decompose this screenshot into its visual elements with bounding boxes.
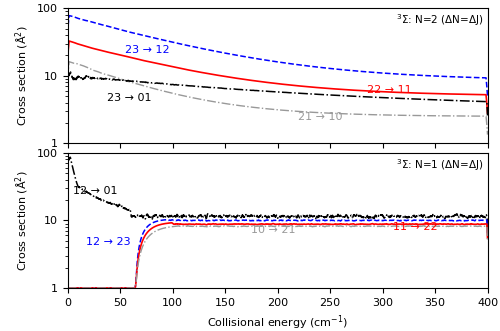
Y-axis label: Cross section (Å$^2$): Cross section (Å$^2$) xyxy=(14,25,31,126)
Text: 23 → 01: 23 → 01 xyxy=(108,93,152,103)
Text: 10 → 21: 10 → 21 xyxy=(252,225,296,235)
X-axis label: Collisional energy (cm$^{-1}$): Collisional energy (cm$^{-1}$) xyxy=(207,313,348,331)
Text: 23 → 12: 23 → 12 xyxy=(125,45,170,55)
Text: $^3\Sigma$: N=2 ($\Delta$N=$\Delta$J): $^3\Sigma$: N=2 ($\Delta$N=$\Delta$J) xyxy=(396,12,484,28)
Text: 11 → 22: 11 → 22 xyxy=(393,222,438,232)
Text: 21 → 10: 21 → 10 xyxy=(298,112,343,122)
Text: $^3\Sigma$: N=1 ($\Delta$N=$\Delta$J): $^3\Sigma$: N=1 ($\Delta$N=$\Delta$J) xyxy=(396,157,484,173)
Y-axis label: Cross section (Å$^2$): Cross section (Å$^2$) xyxy=(14,170,31,271)
Text: 22 → 11: 22 → 11 xyxy=(367,85,412,95)
Text: 12 → 23: 12 → 23 xyxy=(86,237,131,247)
Text: 12 → 01: 12 → 01 xyxy=(73,186,117,196)
